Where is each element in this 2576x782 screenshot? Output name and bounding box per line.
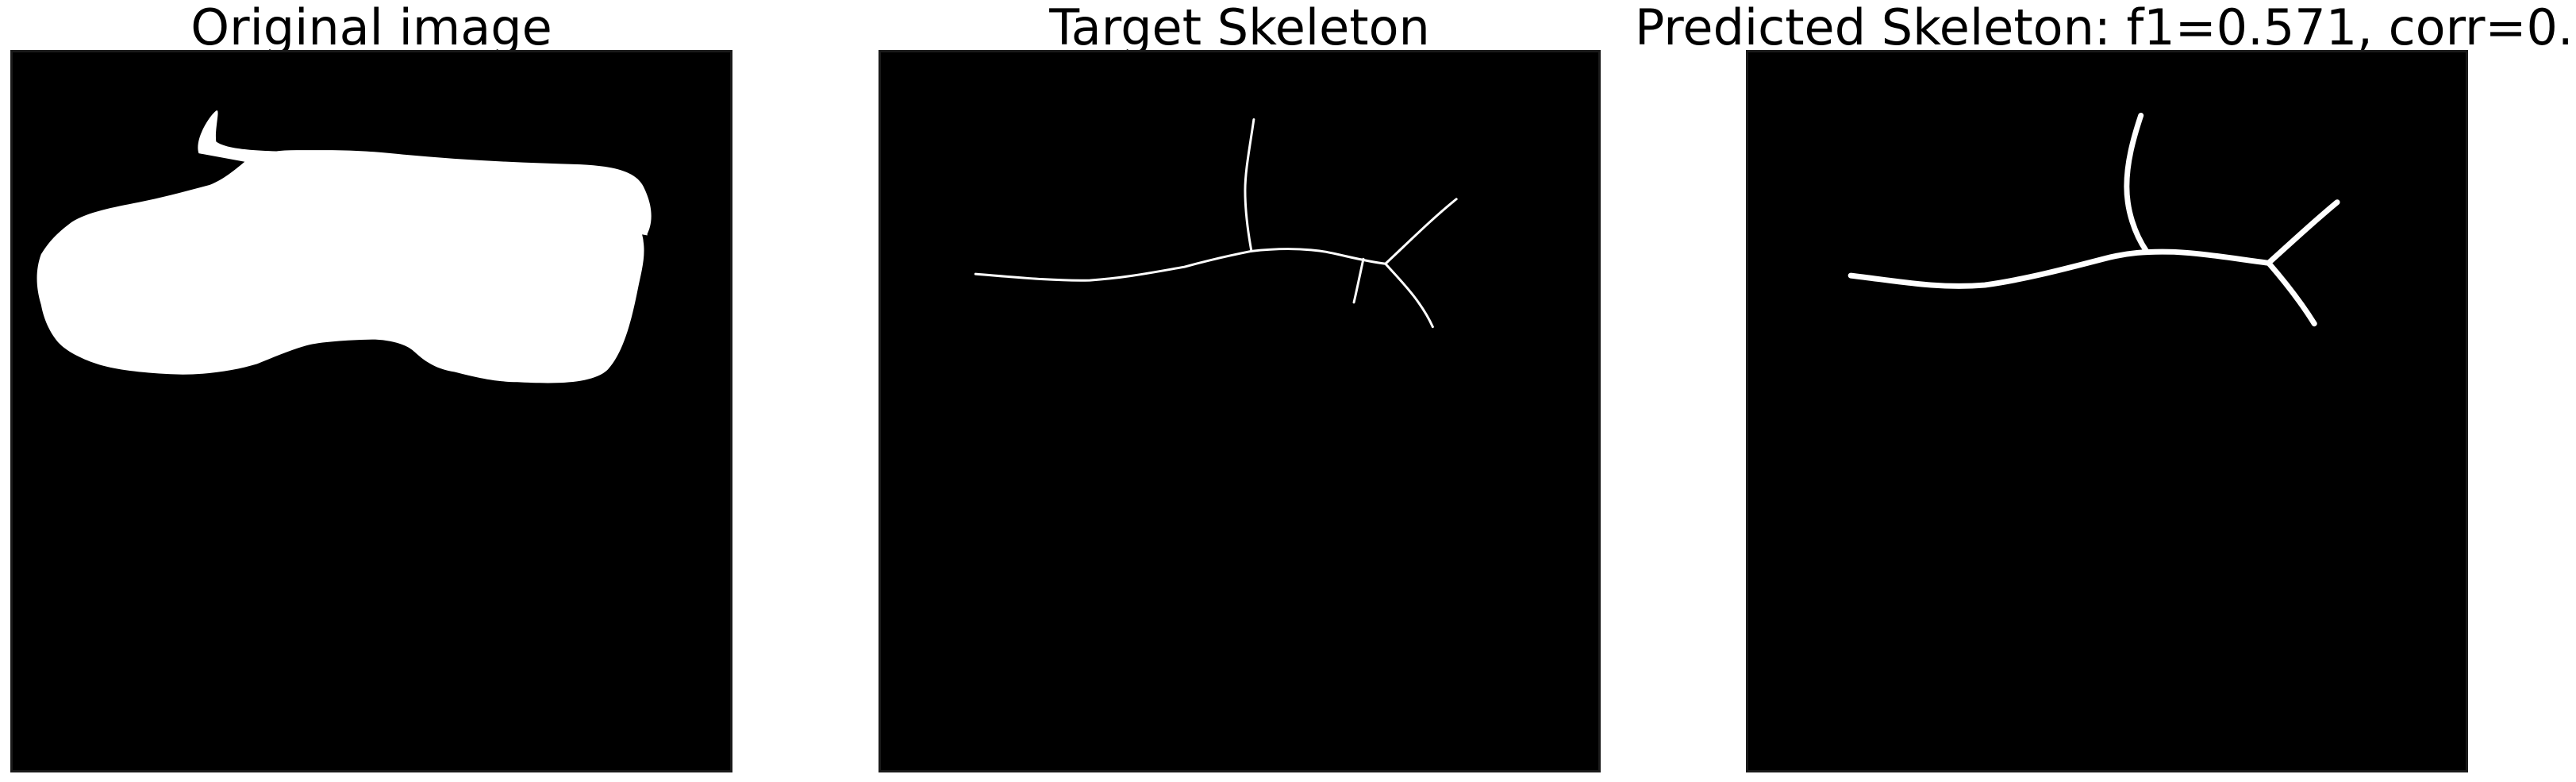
target-skeleton-upper-branch	[1244, 117, 1255, 252]
original-image-panel	[10, 50, 732, 772]
target-skeleton-main-branch	[974, 247, 1387, 282]
panel-title-predicted-skeleton: Predicted Skeleton: f1=0.571, corr=0.593	[1635, 0, 2576, 56]
panel-title-target-skeleton: Target Skeleton	[1049, 0, 1430, 56]
predicted-skeleton-image	[1847, 112, 2340, 327]
target-skeleton-panel	[879, 50, 1601, 772]
predicted-skeleton-main-branch	[1847, 248, 2272, 289]
target-skeleton-right-lower-branch	[1384, 262, 1434, 329]
predicted-skeleton-upper-branch	[2124, 112, 2150, 254]
target-skeleton-small-branch	[1352, 257, 1365, 304]
shoe-silhouette-image	[37, 110, 652, 383]
target-skeleton-right-upper-branch	[1384, 198, 1458, 265]
predicted-skeleton-right-upper-branch	[2266, 199, 2340, 266]
target-skeleton-image	[974, 117, 1458, 329]
predicted-skeleton-right-lower-branch	[2266, 260, 2317, 327]
predicted-skeleton-panel	[1746, 50, 2468, 772]
shoe-silhouette	[37, 110, 652, 383]
panel-title-original: Original image	[190, 0, 552, 56]
